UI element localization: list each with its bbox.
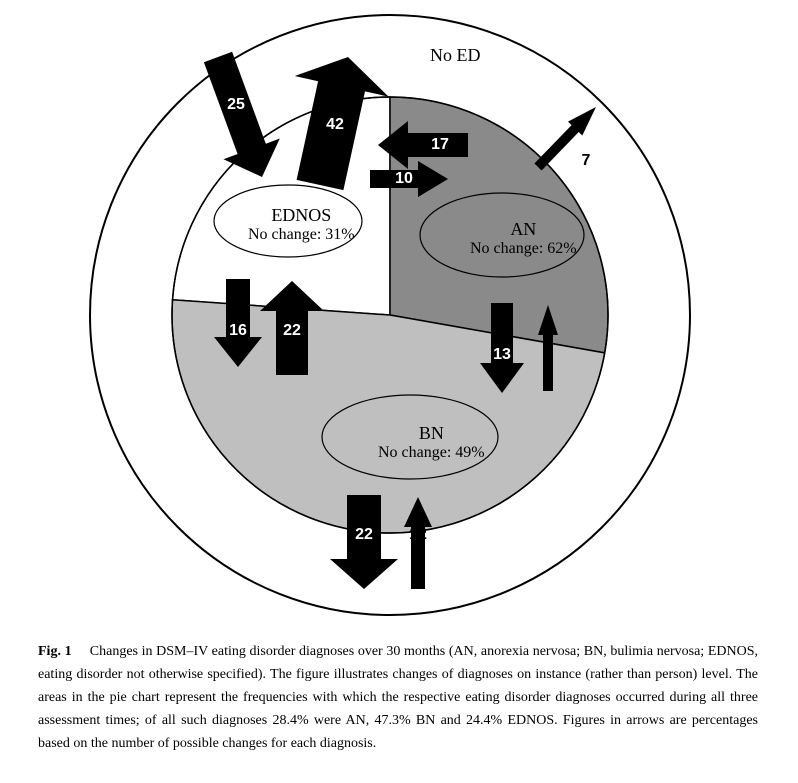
diagram-svg <box>70 5 710 625</box>
figure-caption: Fig. 1 Changes in DSM–IV eating disorder… <box>38 640 758 755</box>
sector-label-bn: BNNo change: 49% <box>378 423 485 462</box>
outer-label-no-ed: No ED <box>430 45 481 66</box>
figure-label: Fig. 1 <box>38 644 72 659</box>
figure-caption-text: Changes in DSM–IV eating disorder diagno… <box>38 644 758 751</box>
sector-label-ednos: EDNOSNo change: 31% <box>248 205 355 244</box>
sector-label-an: ANNo change: 62% <box>470 219 577 258</box>
caption-sep <box>75 644 86 659</box>
page: No ED EDNOSNo change: 31% ANNo change: 62%… <box>0 0 798 783</box>
flow-diagram: No ED EDNOSNo change: 31% ANNo change: 62%… <box>70 5 710 625</box>
